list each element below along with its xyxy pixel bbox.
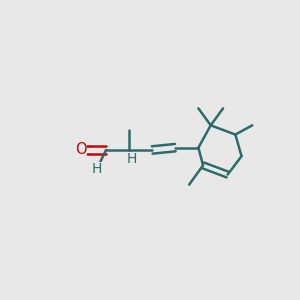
Text: H: H bbox=[127, 152, 137, 166]
Text: O: O bbox=[75, 142, 86, 158]
Text: H: H bbox=[92, 162, 102, 176]
